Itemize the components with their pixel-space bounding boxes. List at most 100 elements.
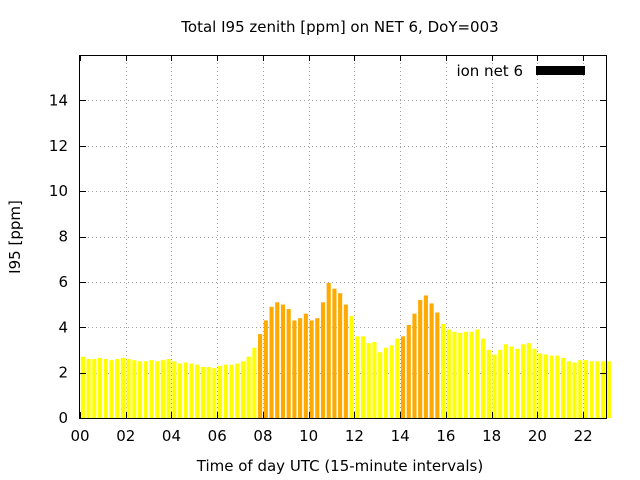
bar <box>526 343 531 418</box>
bar <box>429 303 434 418</box>
y-tick-labels: 0 2 4 6 8 10 12 14 <box>49 91 68 427</box>
bar <box>400 336 406 418</box>
bar <box>320 302 326 418</box>
y-tick-label: 12 <box>49 137 68 155</box>
bar <box>126 359 131 418</box>
bar <box>103 359 108 418</box>
bar <box>189 363 194 418</box>
legend: ion net 6 <box>456 62 585 80</box>
bar <box>235 363 240 418</box>
y-tick-label: 10 <box>49 182 68 200</box>
bar <box>503 344 509 418</box>
x-tick-label: 14 <box>391 427 410 445</box>
x-tick-label: 22 <box>574 427 593 445</box>
bar <box>435 312 440 418</box>
y-tick-label: 6 <box>58 273 68 291</box>
y-tick-label: 8 <box>58 228 68 246</box>
y-tick-label: 2 <box>58 364 68 382</box>
bar <box>120 357 125 418</box>
x-tick-label: 10 <box>299 427 318 445</box>
bar <box>446 329 451 418</box>
x-tick-label: 18 <box>482 427 501 445</box>
bar <box>206 366 211 418</box>
x-tick-label: 20 <box>528 427 547 445</box>
bar <box>315 318 320 418</box>
bar <box>252 347 257 418</box>
bar <box>561 357 566 418</box>
chart-title: Total I95 zenith [ppm] on NET 6, DoY=003 <box>180 18 498 36</box>
bar <box>349 315 354 418</box>
bar <box>383 347 388 418</box>
bar <box>326 283 331 418</box>
bar <box>543 354 549 418</box>
bar <box>566 361 571 418</box>
bar <box>292 320 297 418</box>
x-axis-label: Time of day UTC (15-minute intervals) <box>196 457 483 475</box>
bar <box>589 361 594 418</box>
y-axis-label: I95 [ppm] <box>6 200 24 274</box>
x-tick-labels: 00 02 04 06 08 10 12 14 16 18 20 22 <box>70 427 592 445</box>
bar <box>218 365 223 418</box>
bar <box>109 360 114 418</box>
x-tick-label: 04 <box>162 427 181 445</box>
bar <box>549 355 554 418</box>
bar <box>538 353 543 418</box>
bar <box>515 348 520 418</box>
x-tick-label: 16 <box>436 427 455 445</box>
bar <box>418 300 423 418</box>
bar <box>183 362 188 418</box>
bar <box>412 313 417 418</box>
bar <box>343 304 348 418</box>
bar <box>423 295 428 418</box>
bar <box>360 336 366 418</box>
bar <box>223 364 228 418</box>
bar <box>458 332 463 418</box>
bar <box>452 331 457 418</box>
x-tick-label: 02 <box>116 427 135 445</box>
bar <box>200 366 205 418</box>
bar <box>246 356 251 418</box>
bar <box>486 349 491 418</box>
bar <box>303 313 308 418</box>
bar <box>509 346 514 418</box>
bar <box>212 368 217 418</box>
bar <box>481 338 486 418</box>
bar <box>86 359 91 418</box>
plot-frame <box>79 55 607 419</box>
bar <box>441 323 446 418</box>
ticks <box>80 55 606 419</box>
bar <box>338 293 343 418</box>
y-tick-label: 14 <box>49 91 68 109</box>
bar <box>372 342 377 418</box>
y-tick-label: 4 <box>58 318 68 336</box>
bar <box>469 331 474 418</box>
x-tick-label: 12 <box>345 427 364 445</box>
bar <box>583 360 589 418</box>
bar <box>521 344 526 418</box>
bar <box>195 364 200 418</box>
bar <box>137 361 143 418</box>
bar <box>178 363 183 418</box>
bar <box>406 324 411 418</box>
x-tick-label: 06 <box>208 427 227 445</box>
grid <box>80 55 606 418</box>
bar <box>275 302 280 418</box>
bar <box>463 331 468 418</box>
bar <box>389 345 394 418</box>
legend-swatch <box>536 66 585 75</box>
bar <box>143 361 148 418</box>
bar <box>395 338 400 418</box>
bar <box>572 362 577 418</box>
bars <box>80 283 611 418</box>
bar <box>606 361 611 418</box>
bar <box>258 334 263 418</box>
bar <box>149 360 154 418</box>
bar <box>132 360 137 418</box>
bar <box>355 336 360 418</box>
bar <box>286 309 291 418</box>
bar <box>595 361 600 418</box>
bar <box>332 288 337 418</box>
bar <box>298 318 303 418</box>
bar <box>578 360 583 418</box>
